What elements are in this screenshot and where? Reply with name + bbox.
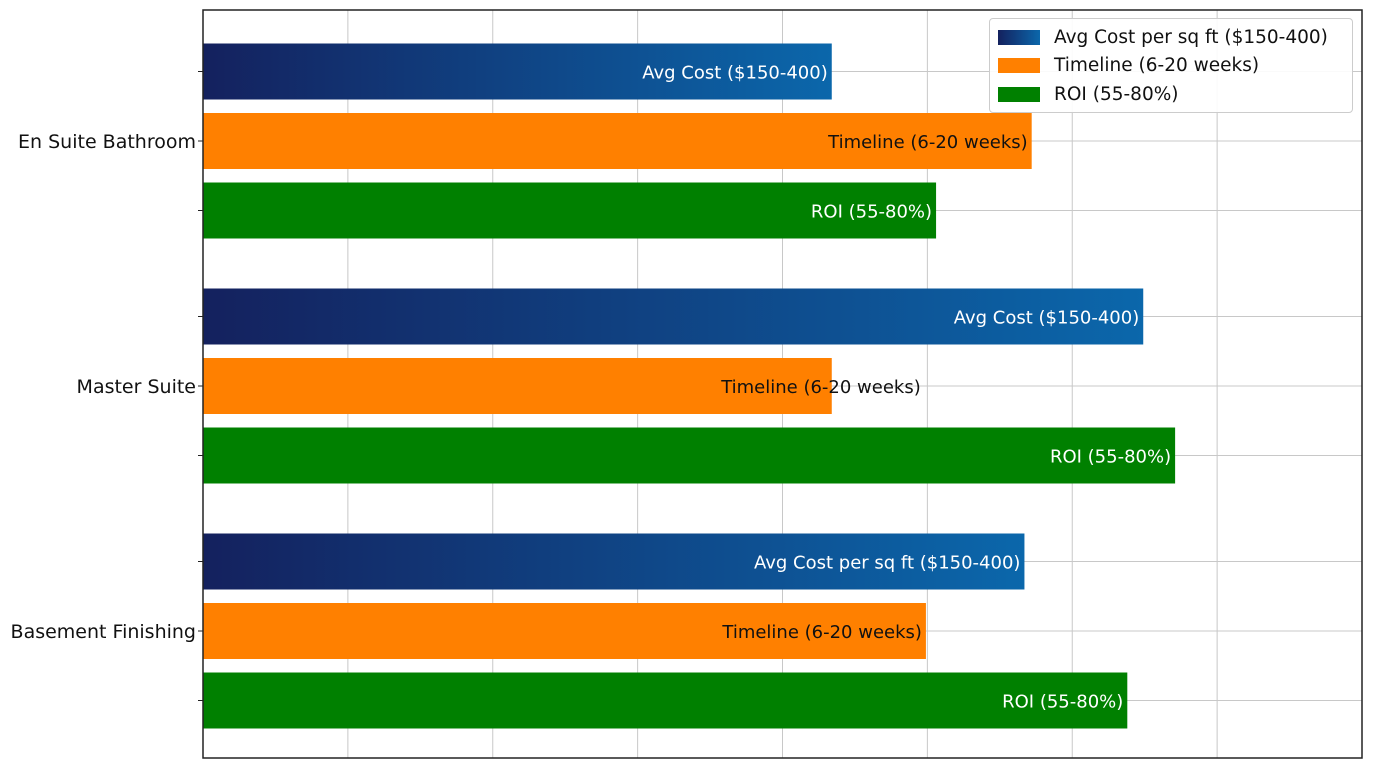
bar-2-1	[203, 427, 1176, 484]
bar-label: ROI (55-80%)	[1002, 692, 1123, 713]
legend-item-roi: ROI (55-80%)	[998, 82, 1179, 106]
bar-1-2	[203, 603, 926, 659]
legend-swatch-blue	[998, 29, 1040, 45]
bar-label: Avg Cost ($150-400)	[954, 308, 1140, 329]
bar-label: Timeline (6-20 weeks)	[720, 377, 921, 398]
y-tick-label: Master Suite	[77, 376, 196, 398]
legend-label: Timeline (6-20 weeks)	[1054, 54, 1260, 76]
legend: Avg Cost per sq ft ($150-400) Timeline (…	[989, 18, 1353, 113]
y-tick-label: Basement Finishing	[11, 621, 196, 643]
bar-2-2	[203, 672, 1128, 729]
bar-1-0	[203, 113, 1032, 169]
bar-2-0	[203, 182, 937, 239]
legend-swatch-orange	[998, 57, 1040, 73]
bar-label: Avg Cost per sq ft ($150-400)	[754, 553, 1020, 574]
bar-label: Timeline (6-20 weeks)	[827, 132, 1028, 153]
legend-item-timeline: Timeline (6-20 weeks)	[998, 53, 1259, 77]
bar-label: Timeline (6-20 weeks)	[721, 622, 922, 643]
bars: Avg Cost ($150-400) Timeline (6-20 weeks)…	[203, 43, 1176, 729]
y-tick-label: En Suite Bathroom	[18, 131, 196, 153]
bar-label: ROI (55-80%)	[811, 202, 932, 223]
plot-frame	[202, 9, 1363, 759]
legend-item-avg-cost: Avg Cost per sq ft ($150-400)	[998, 25, 1328, 49]
bar-0-2	[203, 533, 1025, 590]
legend-label: ROI (55-80%)	[1054, 83, 1179, 105]
bar-label: ROI (55-80%)	[1050, 447, 1171, 468]
bar-1-1	[203, 358, 832, 414]
bar-0-1	[203, 288, 1144, 345]
y-axis-labels: En Suite Bathroom Master Suite Basement Fi…	[11, 131, 196, 643]
bar-label: Avg Cost ($150-400)	[642, 63, 828, 84]
bar-0-0	[203, 43, 832, 100]
legend-label: Avg Cost per sq ft ($150-400)	[1054, 26, 1328, 48]
legend-swatch-green	[998, 86, 1040, 102]
